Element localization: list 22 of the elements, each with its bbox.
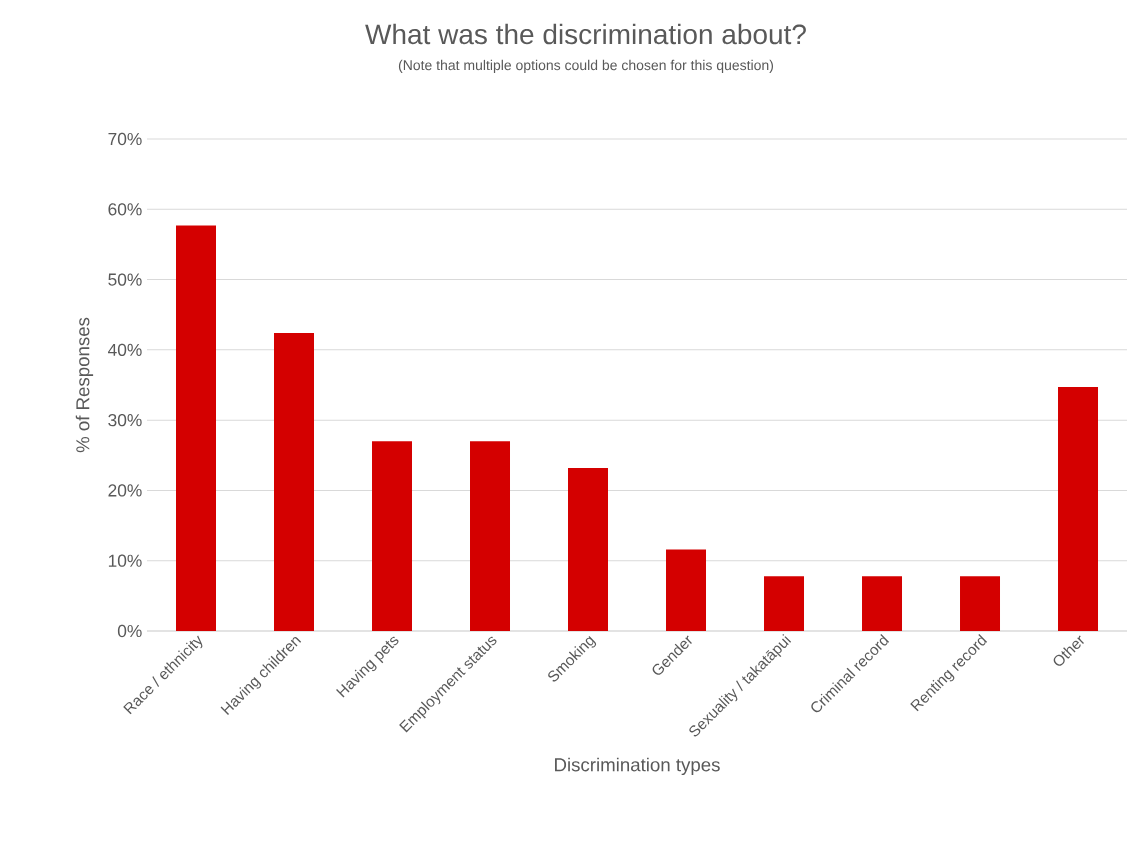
bar	[862, 576, 903, 631]
y-tick-label: 60%	[108, 203, 142, 216]
chart-subtitle: (Note that multiple options could be chosen for this question)	[398, 59, 773, 73]
y-axis-title: % of Responses	[75, 317, 94, 453]
bar	[176, 225, 216, 631]
bar	[1058, 387, 1099, 631]
bar	[960, 576, 1001, 631]
y-tick-label: 10%	[108, 554, 142, 567]
chart-title: What was the discrimination about?	[365, 23, 806, 45]
y-tick-label: 20%	[108, 484, 142, 497]
y-tick-label: 70%	[108, 132, 142, 146]
y-tick-label: 50%	[108, 273, 142, 286]
bar	[568, 467, 609, 631]
bar	[372, 441, 412, 631]
x-axis-title: Discrimination types	[555, 757, 720, 776]
y-tick-label: 30%	[108, 414, 142, 427]
bar	[470, 441, 510, 631]
y-tick-label: 40%	[108, 343, 142, 356]
bar	[274, 332, 314, 631]
bar	[666, 549, 707, 631]
bar	[764, 576, 805, 631]
y-tick-label: 0%	[117, 624, 142, 638]
